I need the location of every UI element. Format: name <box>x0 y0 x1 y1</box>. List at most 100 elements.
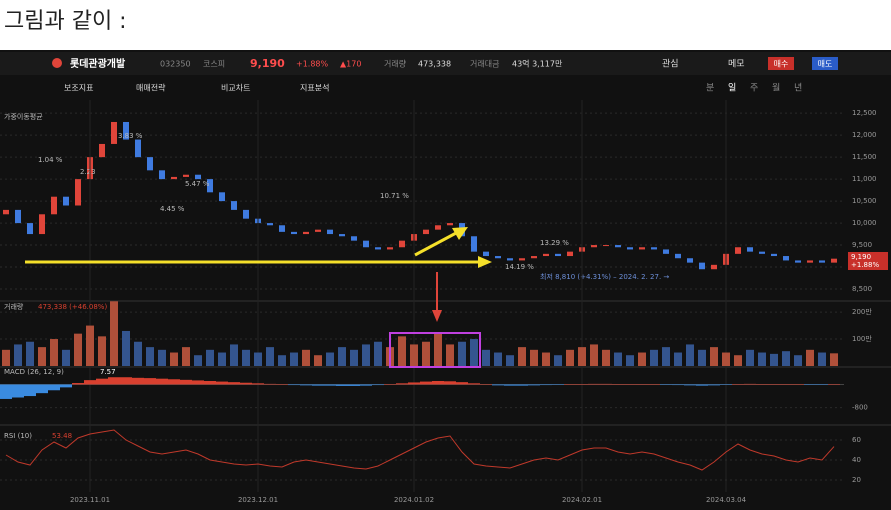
macd-bar <box>48 384 60 391</box>
y-tick-label: 60 <box>852 436 861 444</box>
candle <box>639 247 645 250</box>
volume-bar <box>170 352 178 366</box>
annotation: 14.19 % <box>505 263 534 271</box>
stock-name[interactable]: 롯데관광개발 <box>70 57 126 70</box>
volume-bar <box>638 352 646 366</box>
price-tag-value: 9,190 <box>851 253 871 261</box>
volume-bar <box>578 347 586 366</box>
volume-bar <box>74 333 82 366</box>
volume-bar <box>806 349 814 366</box>
candle <box>111 121 117 144</box>
rsi-line <box>5 429 835 471</box>
macd-bar <box>288 384 300 386</box>
candle <box>351 236 357 241</box>
candle <box>495 256 501 259</box>
volume-bar <box>218 352 226 366</box>
candle <box>231 201 237 210</box>
candle <box>387 247 393 250</box>
volume-bar <box>506 355 514 366</box>
macd-bar <box>828 384 840 385</box>
sell-button[interactable] <box>812 57 838 70</box>
x-tick-label: 2023.11.01 <box>70 496 110 504</box>
change-pct: +1.88% <box>296 60 329 69</box>
volume-bar <box>530 349 538 366</box>
y-tick-label: 12,000 <box>852 131 877 139</box>
annotation: 1.04 % <box>38 156 63 164</box>
volume-bar <box>650 349 658 366</box>
volume-bar <box>398 336 406 366</box>
volume-bar <box>194 355 202 366</box>
app-bg <box>0 50 891 510</box>
arrow-line <box>414 230 459 257</box>
macd-bar <box>768 384 780 385</box>
candle <box>543 253 549 257</box>
volume-bar <box>374 341 382 366</box>
macd-bar <box>60 384 72 388</box>
macd-bar <box>372 384 384 386</box>
macd-bar <box>528 384 540 386</box>
candle <box>339 234 345 237</box>
volume-bar <box>698 349 706 366</box>
candle <box>195 174 201 180</box>
candle <box>171 176 177 180</box>
macd-bar <box>456 382 468 385</box>
macd-bar <box>648 384 660 385</box>
volume-bar <box>458 341 466 366</box>
pane-title: RSI (10) <box>4 432 32 440</box>
volume-bar <box>518 347 526 366</box>
macd-bar <box>216 381 228 385</box>
period-tab[interactable]: 분 <box>706 83 714 94</box>
tool-item[interactable]: 매매전략 <box>136 83 166 93</box>
sell-label[interactable]: 매도 <box>818 60 833 69</box>
macd-bar <box>156 378 168 385</box>
macd-bar <box>672 384 684 386</box>
candle <box>399 240 405 248</box>
macd-bar <box>588 383 600 385</box>
macd-bar <box>264 383 276 385</box>
candle <box>135 139 141 158</box>
pane-value: 473,338 (+46.08%) <box>38 303 107 311</box>
macd-bar <box>108 377 120 385</box>
volume-bar <box>782 351 790 366</box>
buy-label[interactable]: 매수 <box>774 60 789 69</box>
annotation: 2.23 <box>80 168 96 176</box>
candle <box>759 251 765 254</box>
candle <box>603 245 609 247</box>
volume-bar <box>470 339 478 366</box>
macd-bar <box>300 384 312 386</box>
candle <box>363 240 369 248</box>
volume-bar <box>818 352 826 366</box>
watch-button[interactable]: 관심 <box>662 59 679 70</box>
memo-button[interactable]: 메모 <box>728 59 745 70</box>
candle <box>183 174 189 177</box>
volume-bar <box>734 355 742 366</box>
period-tab[interactable]: 월 <box>772 82 780 94</box>
pane-title: 거래량 <box>4 302 24 311</box>
macd-bar <box>660 384 672 385</box>
volume-label: 거래량 <box>384 59 407 69</box>
plot: 12,500 12,000 11,500 11,000 10,500 10,000 9,50… <box>0 100 891 504</box>
pane-value: 7.57 <box>100 368 116 376</box>
candle <box>51 196 57 215</box>
period-tab[interactable]: 주 <box>750 83 758 94</box>
x-tick-label: 2023.12.01 <box>238 496 278 504</box>
buy-button[interactable] <box>768 57 794 70</box>
period-tab[interactable]: 일 <box>728 83 736 94</box>
candle <box>699 262 705 270</box>
tool-item[interactable]: 보조지표 <box>64 84 93 93</box>
candle <box>807 260 813 263</box>
macd-bar <box>696 384 708 386</box>
macd-bar <box>132 377 144 385</box>
volume-bar <box>122 330 130 366</box>
candle <box>531 256 537 259</box>
candle <box>267 223 273 226</box>
candle <box>315 229 321 232</box>
volume-bar <box>494 352 502 366</box>
tool-item[interactable]: 비교차트 <box>221 84 250 93</box>
period-tab[interactable]: 년 <box>794 83 802 94</box>
macd-bar <box>600 383 612 385</box>
tool-item[interactable]: 지표분석 <box>300 83 329 93</box>
candle <box>735 247 741 254</box>
